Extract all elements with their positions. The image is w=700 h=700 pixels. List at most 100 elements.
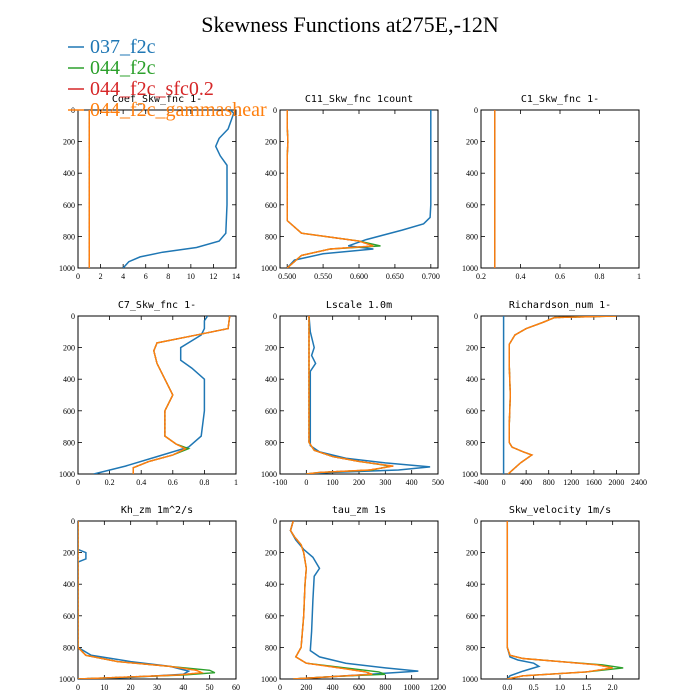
series-line-037_f2c [289, 521, 419, 679]
panel-title: tau_zm 1s [332, 505, 386, 516]
x-tick-label: 0.700 [422, 272, 440, 281]
x-tick-label: 2.0 [608, 683, 618, 692]
series-line-044_f2c [306, 316, 391, 474]
series-line-044_f2c_sfc0.2 [78, 521, 205, 679]
y-tick-label: 1000 [462, 675, 478, 684]
y-tick-label: 800 [466, 643, 478, 652]
y-tick-label: 200 [63, 549, 75, 558]
x-tick-label: 1.0 [555, 683, 565, 692]
y-tick-label: 800 [63, 438, 75, 447]
series-line-044_f2c_gammashear [78, 521, 205, 679]
y-tick-label: 800 [63, 232, 75, 241]
x-tick-label: 50 [206, 683, 214, 692]
series-group [93, 316, 231, 474]
series-line-044_f2c_sfc0.2 [507, 316, 617, 474]
y-tick-label: 800 [63, 643, 75, 652]
panel-title: Skw_velocity 1m/s [509, 505, 611, 516]
y-tick-label: 400 [63, 169, 75, 178]
x-tick-label: 10 [187, 272, 195, 281]
y-tick-label: 0 [273, 106, 277, 115]
y-tick-label: 600 [466, 612, 478, 621]
y-tick-label: 600 [63, 201, 75, 210]
y-tick-label: 0 [273, 312, 277, 321]
x-tick-label: 0 [76, 683, 80, 692]
series-line-044_f2c_gammashear [507, 316, 617, 474]
y-tick-label: 1000 [261, 675, 277, 684]
panel-title: Richardson_num 1- [509, 300, 611, 311]
y-tick-label: 800 [466, 438, 478, 447]
y-tick-label: 600 [265, 201, 277, 210]
x-tick-label: 2 [99, 272, 103, 281]
y-tick-label: 0 [474, 312, 478, 321]
y-tick-label: 400 [466, 169, 478, 178]
y-tick-label: 1000 [462, 264, 478, 273]
x-tick-label: 0.2 [105, 478, 115, 487]
panel-title: C11_Skw_fnc 1count [305, 94, 413, 105]
series-line-044_f2c [507, 316, 617, 474]
panel-4: Lscale 1.0m -100 0 100 200 300 400 500 0 200 400 60… [261, 300, 444, 487]
x-tick-label: 12 [209, 272, 217, 281]
x-tick-label: 300 [379, 478, 391, 487]
y-tick-label: 400 [265, 375, 277, 384]
y-tick-label: 800 [265, 438, 277, 447]
x-tick-label: 20 [127, 683, 135, 692]
x-tick-label: 0.4 [516, 272, 526, 281]
x-tick-label: 0 [304, 478, 308, 487]
panel-title: C7_Skw_fnc 1- [118, 300, 196, 311]
x-tick-label: 500 [432, 478, 444, 487]
series-line-044_f2c [78, 521, 216, 679]
plot-frame [480, 315, 640, 475]
series-line-044_f2c [506, 521, 624, 679]
x-tick-label: 40 [179, 683, 187, 692]
y-tick-label: 800 [265, 232, 277, 241]
y-tick-label: 200 [63, 344, 75, 353]
x-tick-label: 0 [278, 683, 282, 692]
y-tick-label: 400 [265, 580, 277, 589]
y-tick-label: 600 [466, 407, 478, 416]
panel-title: Coef_Skw_fnc 1- [112, 94, 202, 105]
y-tick-label: 600 [63, 612, 75, 621]
x-tick-label: -400 [474, 478, 489, 487]
series-line-044_f2c_sfc0.2 [286, 110, 374, 268]
x-tick-label: 1200 [430, 683, 446, 692]
series-line-037_f2c [306, 316, 431, 474]
y-tick-label: 200 [265, 344, 277, 353]
legend-label: 044_f2c_gammashear [90, 99, 267, 121]
panel-6: Kh_zm 1m^2/s0 10 20 30 40 50 60020040060080010… [59, 505, 240, 692]
y-tick-label: 1000 [462, 470, 478, 479]
x-tick-label: 2400 [631, 478, 647, 487]
series-group [306, 316, 431, 474]
series-line-044_f2c_sfc0.2 [506, 521, 613, 679]
x-tick-label: 60 [232, 683, 240, 692]
x-tick-label: 6 [144, 272, 148, 281]
plot-frame [480, 109, 640, 269]
x-tick-label: 400 [520, 478, 532, 487]
panel-0: Coef_Skw_fnc 1-0246810121402004006008001… [59, 94, 240, 281]
x-tick-label: 1 [234, 478, 238, 487]
series-group [286, 110, 432, 268]
x-tick-label: 0.600 [350, 272, 368, 281]
x-tick-label: 0.500 [278, 272, 296, 281]
x-tick-label: 100 [327, 478, 339, 487]
y-tick-label: 600 [63, 407, 75, 416]
y-tick-label: 400 [466, 580, 478, 589]
y-tick-label: 400 [63, 580, 75, 589]
panel-title: C1_Skw_fnc 1- [521, 94, 599, 105]
y-tick-label: 0 [71, 312, 75, 321]
series-line-037_f2c [122, 110, 235, 268]
legend-label: 044_f2c [90, 57, 156, 79]
x-tick-label: 0 [76, 272, 80, 281]
x-tick-label: 8 [166, 272, 170, 281]
panel-1: C11_Skw_fnc 1count 0.500 0.550 0.600 0.650 0.… [261, 94, 440, 281]
panels: Coef_Skw_fnc 1-0246810121402004006008001… [59, 94, 647, 692]
y-tick-label: 600 [466, 201, 478, 210]
legend-label: 037_f2c [90, 36, 156, 58]
y-tick-label: 400 [466, 375, 478, 384]
series-line-037_f2c [286, 110, 432, 268]
y-tick-label: 400 [265, 169, 277, 178]
panel-title: Lscale 1.0m [326, 300, 392, 311]
x-tick-label: 14 [232, 272, 240, 281]
panel-title: Kh_zm 1m^2/s [121, 505, 193, 516]
series-line-044_f2c_gammashear [306, 316, 394, 474]
series-line-044_f2c_gammashear [286, 110, 374, 268]
